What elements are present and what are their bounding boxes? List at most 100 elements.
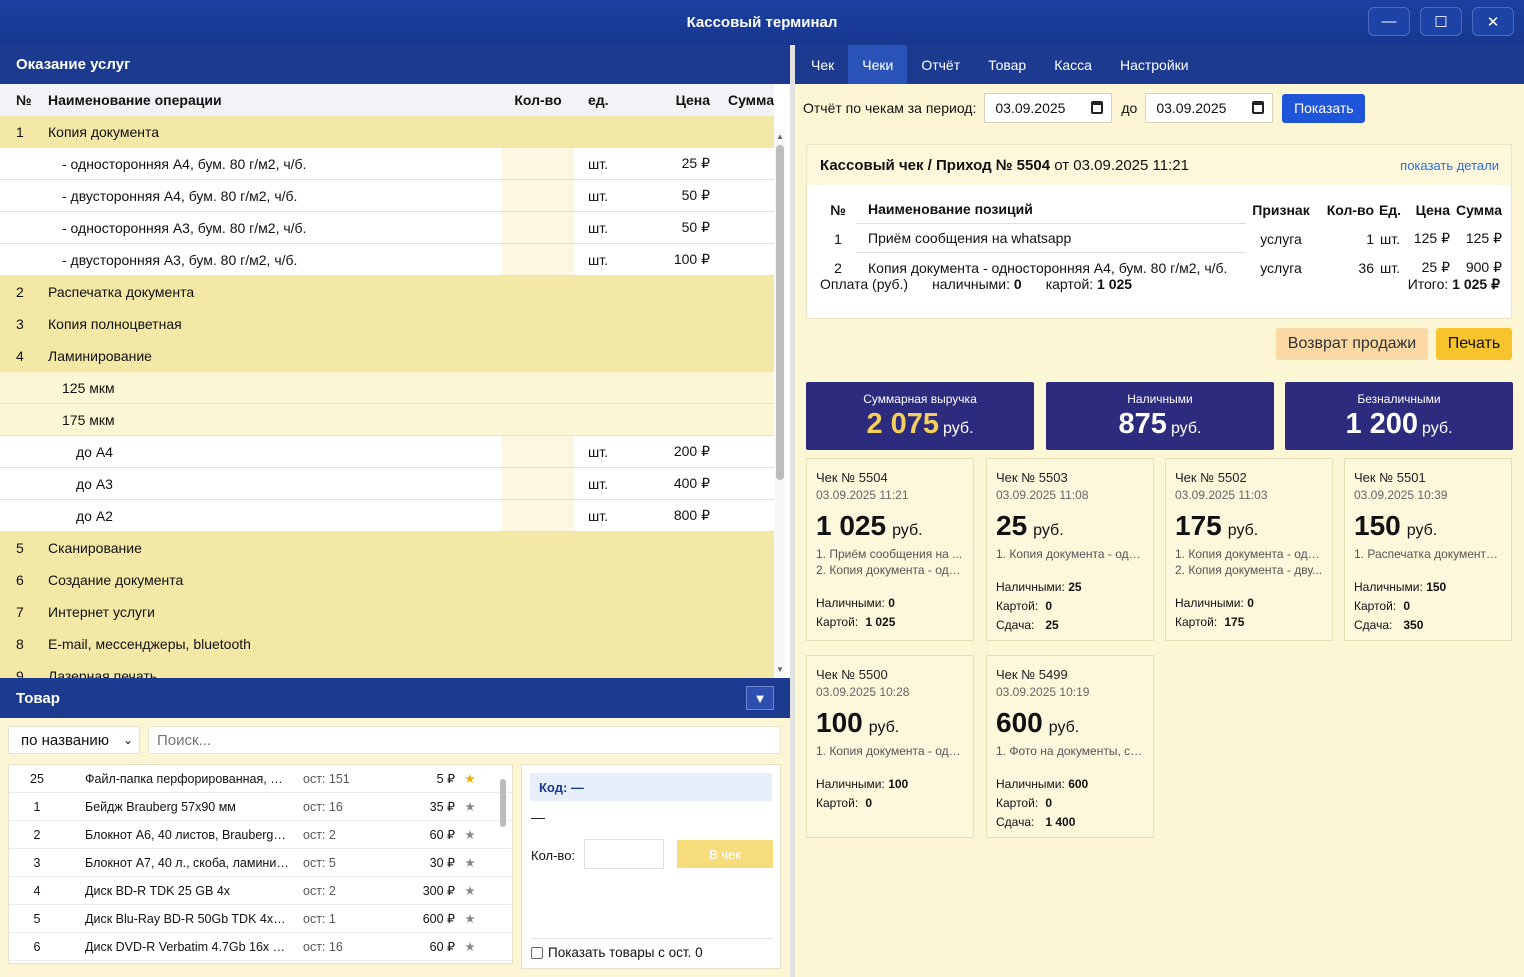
goods-row[interactable]: 3 Блокнот А7, 40 л., скоба, ламиниро... ос… xyxy=(9,849,512,877)
star-icon[interactable]: ★ xyxy=(464,912,476,926)
services-scroll-thumb[interactable] xyxy=(776,145,784,480)
check-card-amount-value: 150 xyxy=(1354,510,1401,541)
maximize-button[interactable]: ☐ xyxy=(1420,7,1462,36)
service-item-row[interactable]: - двусторонняя А3, бум. 80 г/м2, ч/б. шт.… xyxy=(0,244,774,276)
service-item-row[interactable]: до А2 шт. 800 ₽ xyxy=(0,500,774,532)
tab-5[interactable]: Настройки xyxy=(1119,56,1189,73)
service-qty-cell[interactable] xyxy=(502,212,574,243)
service-qty-cell[interactable] xyxy=(502,436,574,467)
stat-currency: руб. xyxy=(1170,420,1202,437)
tab-2[interactable]: Отчёт xyxy=(921,56,961,73)
tab-0[interactable]: Чек xyxy=(811,56,835,73)
service-no: 7 xyxy=(16,603,24,620)
col-no: № xyxy=(16,92,32,108)
date-to-input[interactable]: 03.09.2025 xyxy=(1145,93,1274,123)
payment-label: Картой: xyxy=(816,615,859,629)
service-category-row[interactable]: 8 E-mail, мессенджеры, bluetooth xyxy=(0,628,774,660)
goods-name-cell: Диск Blu-Ray BD-R 50Gb TDK 4x Je... xyxy=(85,911,289,926)
show-zero-checkbox[interactable] xyxy=(531,946,543,959)
total-value: 1 025 ₽ xyxy=(1452,276,1500,292)
check-card-date: 03.09.2025 10:39 xyxy=(1354,488,1448,502)
tab-1[interactable]: Чеки xyxy=(848,45,908,84)
check-card[interactable]: Чек № 5504 03.09.2025 11:21 1 025 руб. 1. Пр… xyxy=(806,458,974,641)
close-button[interactable]: ✕ xyxy=(1472,7,1514,36)
tab-4[interactable]: Касса xyxy=(1054,56,1092,73)
service-category-row[interactable]: 2 Распечатка документа xyxy=(0,276,774,308)
service-item-row[interactable]: - двусторонняя А4, бум. 80 г/м2, ч/б. шт.… xyxy=(0,180,774,212)
goods-collapse-button[interactable]: ▼ xyxy=(746,686,774,710)
service-subcategory-row[interactable]: 125 мкм xyxy=(0,372,774,404)
check-card-amount-value: 100 xyxy=(816,707,863,738)
service-item-row[interactable]: - односторонняя А3, бум. 80 г/м2, ч/б. шт… xyxy=(0,212,774,244)
service-category-row[interactable]: 9 Лазерная печать xyxy=(0,660,774,678)
tab-3[interactable]: Товар xyxy=(988,56,1027,73)
star-icon[interactable]: ★ xyxy=(464,940,476,954)
print-button[interactable]: Печать xyxy=(1436,328,1512,360)
service-no: 8 xyxy=(16,635,24,652)
period-label: Отчёт по чекам за период: xyxy=(803,100,977,116)
service-qty-cell[interactable] xyxy=(502,244,574,275)
left-panel: Оказание услуг № Наименование операции К… xyxy=(0,45,790,977)
calendar-icon[interactable] xyxy=(1252,101,1265,114)
service-category-row[interactable]: 3 Копия полноцветная xyxy=(0,308,774,340)
service-category-row[interactable]: 5 Сканирование xyxy=(0,532,774,564)
show-button[interactable]: Показать xyxy=(1282,93,1366,123)
qty-input[interactable] xyxy=(584,839,664,869)
service-qty-cell[interactable] xyxy=(502,500,574,531)
stat-currency: руб. xyxy=(943,420,974,437)
service-category-row[interactable]: 7 Интернет услуги xyxy=(0,596,774,628)
calendar-icon[interactable] xyxy=(1091,101,1104,114)
service-name: - односторонняя А3, бум. 80 г/м2, ч/б. xyxy=(62,219,307,236)
check-card[interactable]: Чек № 5499 03.09.2025 10:19 600 руб. 1. Фото… xyxy=(986,655,1154,838)
cash-value: 0 xyxy=(1013,276,1022,292)
col-name: Наименование операции xyxy=(48,92,222,108)
service-category-row[interactable]: 4 Ламинирование xyxy=(0,340,774,372)
goods-stock-cell: ост: 2 xyxy=(303,827,336,842)
goods-scroll-thumb[interactable] xyxy=(500,779,506,827)
service-qty-cell[interactable] xyxy=(502,468,574,499)
date-from-input[interactable]: 03.09.2025 xyxy=(984,93,1113,123)
check-card[interactable]: Чек № 5501 03.09.2025 10:39 150 руб. 1. Расп… xyxy=(1344,458,1512,641)
goods-row[interactable]: 1 Бейдж Brauberg 57x90 мм ост: 16 35 ₽ ★ xyxy=(9,793,512,821)
goods-row[interactable]: 6 Диск DVD-R Verbatim 4.7Gb 16x Pri... ост… xyxy=(9,933,512,961)
service-unit: шт. xyxy=(588,475,608,492)
sort-select[interactable]: по названию ⌄ xyxy=(8,726,140,754)
service-subcategory-row[interactable]: 175 мкм xyxy=(0,404,774,436)
panel-splitter[interactable] xyxy=(790,45,795,977)
scroll-up-icon[interactable]: ▲ xyxy=(776,132,784,141)
service-item-row[interactable]: до А4 шт. 200 ₽ xyxy=(0,436,774,468)
star-icon[interactable]: ★ xyxy=(464,856,476,870)
payment-label: Сдача: xyxy=(996,815,1035,829)
star-icon[interactable]: ★ xyxy=(464,772,476,786)
service-name: Лазерная печать xyxy=(48,667,158,679)
return-sale-button[interactable]: Возврат продажи xyxy=(1276,328,1428,360)
goods-row[interactable]: 5 Диск Blu-Ray BD-R 50Gb TDK 4x Je... ост:… xyxy=(9,905,512,933)
minimize-button[interactable]: — xyxy=(1368,7,1410,36)
add-to-check-button[interactable]: В чек xyxy=(677,840,773,868)
service-qty-cell[interactable] xyxy=(502,148,574,179)
service-item-row[interactable]: - односторонняя А4, бум. 80 г/м2, ч/б. шт… xyxy=(0,148,774,180)
service-category-row[interactable]: 6 Создание документа xyxy=(0,564,774,596)
goods-stock-cell: ост: 16 xyxy=(303,799,343,814)
show-details-link[interactable]: показать детали xyxy=(1400,157,1499,173)
check-card-payment: Картой: 0 xyxy=(996,597,1144,616)
goods-name-cell: Блокнот А6, 40 листов, Brauberg кл... xyxy=(85,827,289,842)
check-card-payments: Наличными: 0 Картой: 1 025 xyxy=(816,594,964,632)
goods-row[interactable]: 4 Диск BD-R TDK 25 GB 4x ост: 2 300 ₽ ★ xyxy=(9,877,512,905)
star-icon[interactable]: ★ xyxy=(464,828,476,842)
check-card[interactable]: Чек № 5502 03.09.2025 11:03 175 руб. 1. Копи… xyxy=(1165,458,1333,641)
star-icon[interactable]: ★ xyxy=(464,884,476,898)
service-qty-cell[interactable] xyxy=(502,180,574,211)
goods-row[interactable]: 25 Файл-папка перфорированная, А4,... ост:… xyxy=(9,765,512,793)
goods-search-input[interactable] xyxy=(148,726,781,754)
check-card[interactable]: Чек № 5503 03.09.2025 11:08 25 руб. 1. Копия… xyxy=(986,458,1154,641)
check-card[interactable]: Чек № 5500 03.09.2025 10:28 100 руб. 1. Копи… xyxy=(806,655,974,838)
rcol-name: Наименование позиций xyxy=(856,195,1246,224)
scroll-down-icon[interactable]: ▼ xyxy=(776,665,784,674)
service-category-row[interactable]: 1 Копия документа xyxy=(0,116,774,148)
goods-row[interactable]: 2 Блокнот А6, 40 листов, Brauberg кл... ос… xyxy=(9,821,512,849)
service-name: 125 мкм xyxy=(62,379,115,396)
star-icon[interactable]: ★ xyxy=(464,800,476,814)
service-item-row[interactable]: до А3 шт. 400 ₽ xyxy=(0,468,774,500)
